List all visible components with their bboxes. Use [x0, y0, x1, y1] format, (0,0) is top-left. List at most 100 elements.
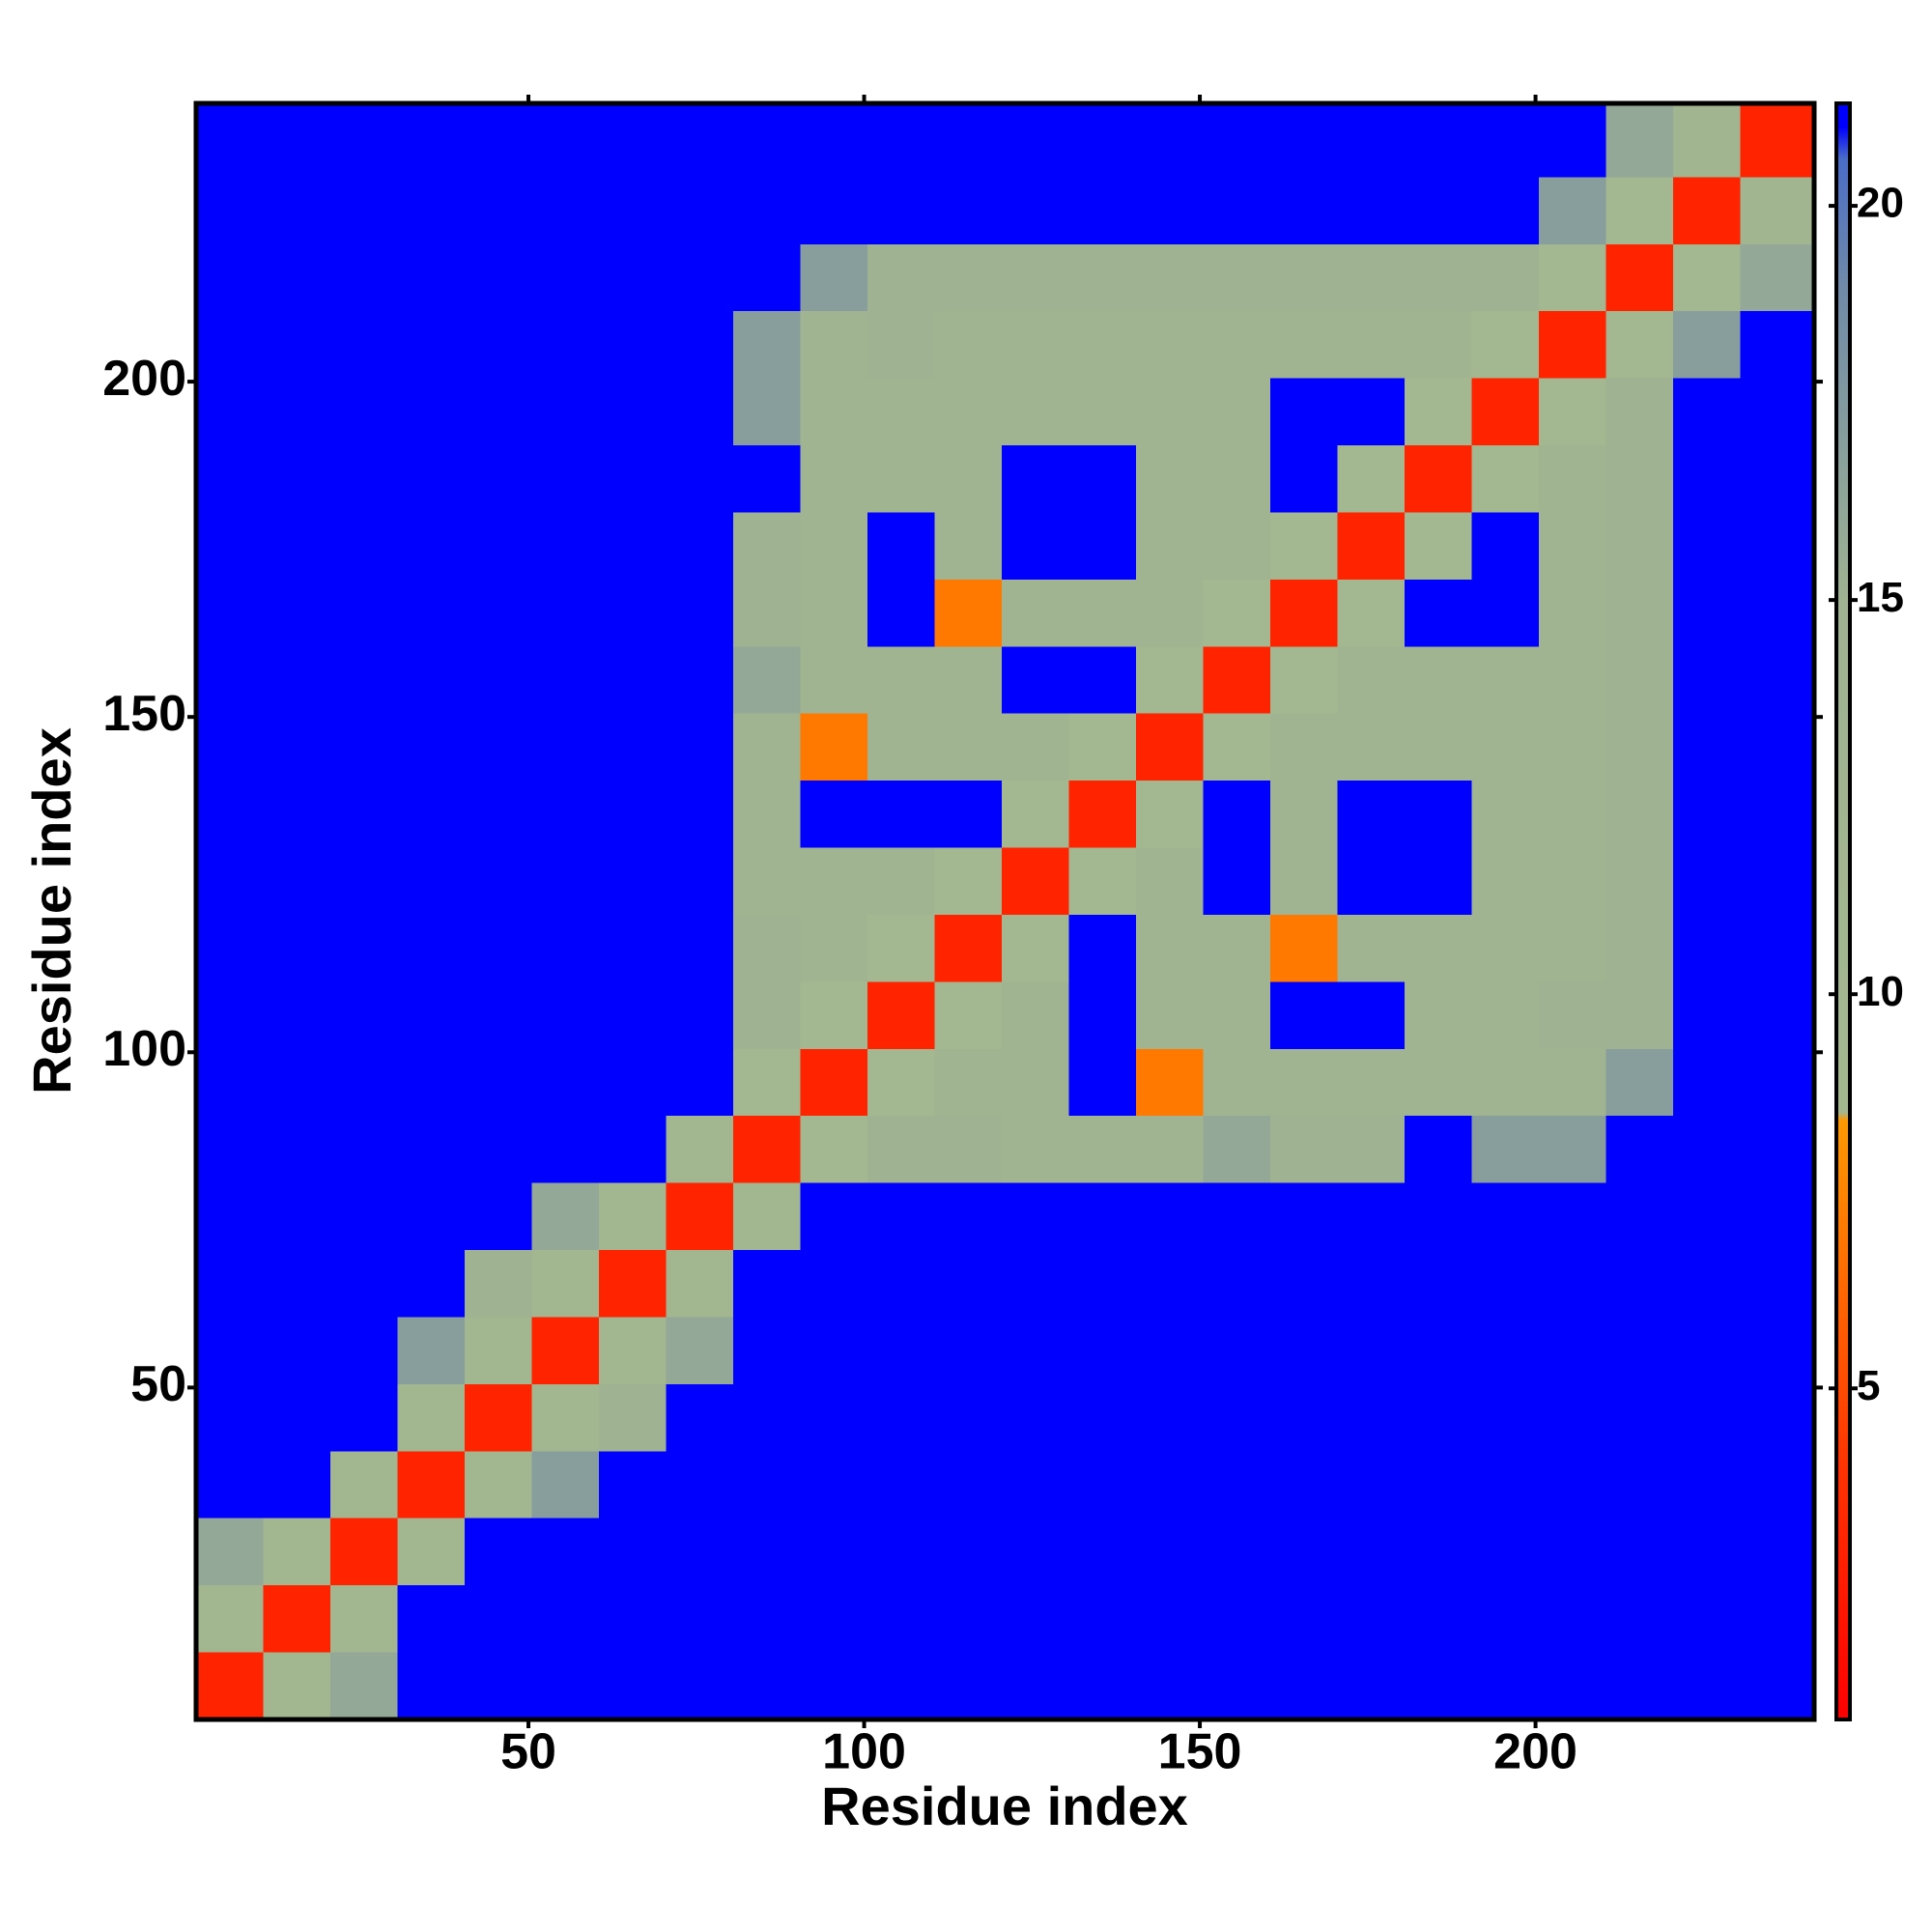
heatmap-cell [465, 981, 532, 1049]
heatmap-cell [1270, 1383, 1338, 1452]
heatmap-cell [1203, 1250, 1271, 1318]
heatmap-cell [1270, 579, 1338, 647]
heatmap-cell [465, 914, 532, 982]
heatmap-cell [330, 1048, 398, 1117]
heatmap-cell [1740, 1116, 1814, 1183]
heatmap-cell [1068, 243, 1137, 312]
heatmap-cell [397, 981, 466, 1049]
heatmap-cell [1405, 1116, 1472, 1183]
x-tick-label: 200 [1493, 1724, 1577, 1780]
heatmap-cell [1068, 103, 1137, 178]
heatmap-cell [1270, 512, 1338, 580]
heatmap-cell [800, 1383, 868, 1452]
heatmap-cell [733, 981, 801, 1049]
heatmap-cell [397, 713, 466, 781]
heatmap-cell [1002, 378, 1069, 446]
heatmap-cell [1337, 1383, 1406, 1452]
heatmap-cell [800, 579, 868, 647]
heatmap-cell [1673, 713, 1741, 781]
heatmap-cell [1136, 914, 1204, 982]
heatmap-cell [330, 579, 398, 647]
heatmap-cell [666, 1048, 734, 1117]
heatmap-cell [1136, 713, 1204, 781]
heatmap-cell [1002, 1652, 1069, 1719]
heatmap-cell [397, 847, 466, 915]
heatmap-cell [1270, 243, 1338, 312]
heatmap-cell [1337, 1518, 1406, 1586]
heatmap-cell [599, 445, 667, 513]
heatmap-cell [800, 1250, 868, 1318]
heatmap-cell [465, 1182, 532, 1251]
heatmap-cell [1337, 1652, 1406, 1719]
heatmap-cell [397, 914, 466, 982]
heatmap-cell [196, 646, 264, 714]
heatmap-cell [1539, 781, 1606, 848]
heatmap-cell [263, 781, 331, 848]
heatmap-cell [531, 579, 600, 647]
heatmap-cell [934, 1250, 1003, 1318]
heatmap-cell [1136, 445, 1204, 513]
heatmap-cell [1673, 1383, 1741, 1452]
heatmap-cell [1002, 311, 1069, 379]
heatmap-cell [934, 378, 1003, 446]
heatmap-cell [465, 1250, 532, 1318]
heatmap-cell [1673, 781, 1741, 848]
colorbar-tick-label: 5 [1857, 1362, 1880, 1409]
heatmap-cell [1002, 981, 1069, 1049]
heatmap-cell [934, 1518, 1003, 1586]
heatmap-cell [1136, 781, 1204, 848]
heatmap-cell [1068, 1585, 1137, 1653]
heatmap-cell [1471, 847, 1540, 915]
heatmap-cell [1068, 981, 1137, 1049]
heatmap-cell [1002, 1518, 1069, 1586]
heatmap-cell [800, 311, 868, 379]
heatmap-cell [867, 177, 935, 244]
heatmap-cell [263, 311, 331, 379]
heatmap-cell [800, 512, 868, 580]
heatmap-cell [934, 1116, 1003, 1183]
heatmap-cell [1136, 1250, 1204, 1318]
heatmap-cell [397, 1451, 466, 1519]
heatmap-cell [330, 1116, 398, 1183]
heatmap-cell [1068, 1518, 1137, 1586]
heatmap-cell [1136, 579, 1204, 647]
heatmap-cell [196, 1116, 264, 1183]
heatmap-cell [1740, 1383, 1814, 1452]
heatmap-cell [1673, 177, 1741, 244]
heatmap-cell [531, 1048, 600, 1117]
heatmap-cell [1203, 981, 1271, 1049]
heatmap-cell [263, 1317, 331, 1384]
heatmap-cell [1270, 1518, 1338, 1586]
heatmap-cell [1471, 781, 1540, 848]
y-tick-label: 100 [102, 1021, 186, 1077]
heatmap-cell [599, 1116, 667, 1183]
heatmap-cell [599, 579, 667, 647]
heatmap-cell [733, 713, 801, 781]
heatmap-cell [1740, 445, 1814, 513]
heatmap-cell [263, 177, 331, 244]
heatmap-cell [465, 445, 532, 513]
heatmap-cell [1673, 1451, 1741, 1519]
heatmap-cell [1405, 1451, 1472, 1519]
colorbar-tick-label: 10 [1857, 968, 1904, 1015]
heatmap-cell [1471, 243, 1540, 312]
heatmap-cell [397, 243, 466, 312]
heatmap-cell [1337, 311, 1406, 379]
heatmap-cell [1539, 847, 1606, 915]
heatmap-cell [666, 103, 734, 178]
heatmap-cell [1002, 1383, 1069, 1452]
heatmap-cell [1136, 1585, 1204, 1653]
heatmap-cell [934, 1383, 1003, 1452]
heatmap-cell [330, 914, 398, 982]
heatmap-cell [196, 1451, 264, 1519]
heatmap-cell [800, 445, 868, 513]
heatmap-cell [1405, 981, 1472, 1049]
heatmap-cell [1740, 1250, 1814, 1318]
heatmap-cell [531, 243, 600, 312]
heatmap-cell [263, 1383, 331, 1452]
heatmap-cell [1203, 847, 1271, 915]
heatmap-cell [1539, 103, 1606, 178]
heatmap-cell [1136, 1451, 1204, 1519]
heatmap-cell [1136, 1317, 1204, 1384]
